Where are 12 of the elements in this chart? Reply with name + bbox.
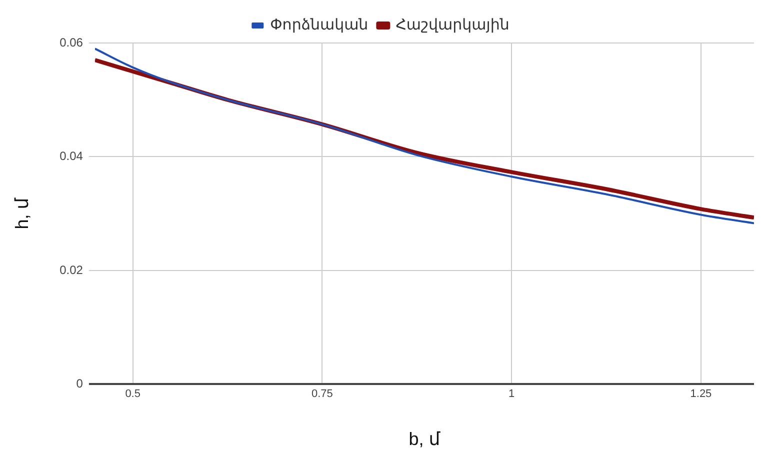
legend-label: Փորձնական	[270, 16, 368, 34]
x-tick-label: 0.5	[125, 388, 140, 400]
y-tick-label: 0.04	[60, 149, 84, 164]
x-tick-label: 1	[508, 388, 515, 400]
x-tick-label: 1.25	[690, 388, 712, 400]
x-axis-title: b, մ	[408, 429, 441, 450]
x-tick-label: 0.75	[312, 388, 333, 400]
y-tick-label: 0.06	[60, 35, 84, 50]
y-tick-label: 0.02	[60, 262, 84, 277]
y-axis-title: h, մ	[12, 197, 32, 230]
y-tick-label: 0	[76, 376, 84, 391]
legend-label: Հաշվարկային	[396, 16, 510, 34]
